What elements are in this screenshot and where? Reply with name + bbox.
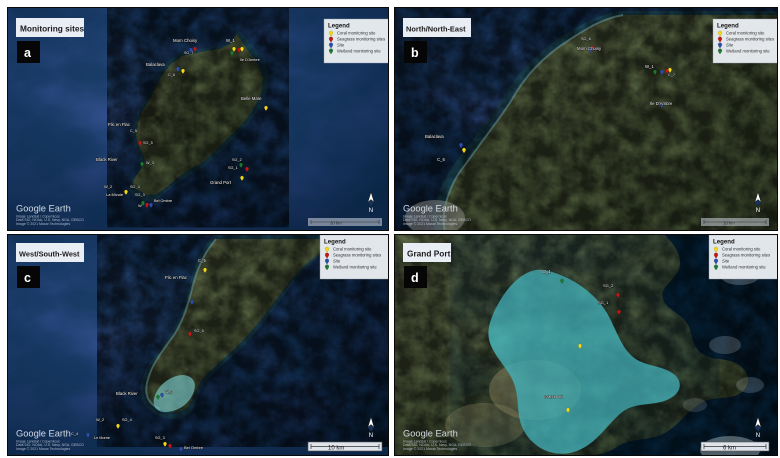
svg-text:Coral monitoring site: Coral monitoring site — [722, 247, 761, 252]
svg-text:Site: Site — [722, 258, 730, 263]
svg-text:C_5: C_5 — [130, 129, 137, 133]
svg-text:SG_2: SG_2 — [232, 158, 242, 162]
svg-text:Bel Ombre: Bel Ombre — [184, 445, 204, 450]
svg-text:Flic en Flac: Flic en Flac — [108, 122, 131, 127]
svg-text:C_5: C_5 — [198, 258, 206, 263]
svg-text:Image © 2021 Maxar Technologie: Image © 2021 Maxar Technologies — [403, 447, 457, 451]
svg-text:Balaclava: Balaclava — [146, 62, 165, 67]
svg-text:SG_1: SG_1 — [228, 166, 238, 170]
svg-text:Site: Site — [337, 42, 345, 47]
svg-text:Google Earth: Google Earth — [16, 204, 71, 214]
svg-text:C_7: C_7 — [668, 73, 675, 77]
svg-text:Legend: Legend — [328, 22, 350, 29]
svg-text:SG_7: SG_7 — [184, 51, 193, 55]
svg-text:SG_4: SG_4 — [122, 418, 132, 422]
svg-text:N: N — [369, 208, 373, 214]
svg-text:SG_2: SG_2 — [603, 283, 614, 288]
svg-text:SG_6: SG_6 — [581, 37, 591, 41]
svg-text:Morn Choisy: Morn Choisy — [173, 38, 198, 43]
svg-text:Grand Port: Grand Port — [210, 180, 232, 185]
svg-text:W_3: W_3 — [146, 161, 154, 165]
svg-text:Morn Choisy: Morn Choisy — [577, 46, 602, 51]
svg-text:W_2: W_2 — [96, 417, 105, 422]
svg-text:Image © 2021 Maxar Technologie: Image © 2021 Maxar Technologies — [16, 222, 70, 226]
svg-text:SG_3: SG_3 — [135, 193, 145, 197]
svg-text:Balaclava: Balaclava — [425, 134, 444, 139]
svg-text:SG_3: SG_3 — [155, 436, 165, 440]
svg-text:Seagrass monitoring sites: Seagrass monitoring sites — [726, 37, 774, 42]
svg-text:Coral monitoring site: Coral monitoring site — [333, 247, 372, 252]
svg-text:C_6: C_6 — [437, 157, 445, 162]
svg-text:Site: Site — [333, 258, 341, 263]
svg-text:Grand Port: Grand Port — [544, 395, 564, 399]
svg-text:Wetland monitoring site: Wetland monitoring site — [333, 264, 377, 269]
svg-text:N: N — [369, 433, 373, 439]
svg-text:Google Earth: Google Earth — [403, 429, 458, 439]
svg-text:Google Earth: Google Earth — [403, 204, 458, 214]
svg-text:Wetland monitoring site: Wetland monitoring site — [726, 48, 770, 53]
svg-text:30 km: 30 km — [330, 220, 342, 225]
svg-text:La Mivoie: La Mivoie — [106, 192, 124, 197]
svg-text:Legend: Legend — [717, 22, 739, 29]
svg-text:Le Morne: Le Morne — [94, 436, 110, 440]
svg-text:SG_1: SG_1 — [598, 300, 609, 305]
svg-text:Bel Ombre: Bel Ombre — [154, 199, 172, 203]
svg-text:c: c — [24, 271, 31, 285]
svg-text:a: a — [24, 46, 32, 60]
svg-text:Wetland monitoring site: Wetland monitoring site — [722, 264, 766, 269]
svg-text:W_1: W_1 — [645, 64, 654, 69]
svg-text:Belle Mare: Belle Mare — [241, 96, 262, 101]
svg-text:d: d — [411, 271, 419, 285]
svg-text:Seagrass monitoring sites: Seagrass monitoring sites — [337, 37, 385, 42]
svg-text:Image © 2021 Maxar Technologie: Image © 2021 Maxar Technologies — [16, 447, 70, 451]
svg-text:SG_5: SG_5 — [194, 329, 204, 333]
svg-text:West/South-West: West/South-West — [19, 250, 80, 259]
svg-text:Legend: Legend — [324, 238, 346, 245]
svg-text:C_4: C_4 — [71, 431, 79, 436]
svg-text:10 km: 10 km — [328, 446, 344, 452]
svg-text:C_6: C_6 — [168, 73, 175, 77]
svg-text:Wetland monitoring site: Wetland monitoring site — [337, 48, 381, 53]
svg-text:Ile D'Ambre: Ile D'Ambre — [240, 58, 260, 62]
svg-text:Seagrass monitoring sites: Seagrass monitoring sites — [333, 253, 381, 258]
svg-text:W_2: W_2 — [104, 184, 113, 189]
svg-text:Site: Site — [726, 42, 734, 47]
svg-text:Google Earth: Google Earth — [16, 429, 71, 439]
svg-text:Coral monitoring site: Coral monitoring site — [726, 31, 765, 36]
svg-text:Legend: Legend — [713, 238, 735, 245]
svg-text:Monitoring sites: Monitoring sites — [20, 24, 84, 34]
svg-text:W: W — [138, 203, 142, 208]
svg-text:SG_5: SG_5 — [143, 141, 153, 145]
svg-text:Flic en Flac: Flic en Flac — [165, 275, 188, 280]
svg-text:W_3: W_3 — [165, 390, 173, 394]
svg-text:6 km: 6 km — [723, 446, 736, 452]
svg-text:Seagrass monitoring sites: Seagrass monitoring sites — [722, 253, 770, 258]
svg-text:b: b — [411, 46, 419, 60]
svg-text:W_1: W_1 — [542, 269, 551, 274]
svg-text:Grand Port: Grand Port — [407, 249, 451, 259]
svg-text:10 km: 10 km — [723, 220, 735, 225]
svg-text:W_1: W_1 — [226, 38, 235, 43]
svg-text:North/North-East: North/North-East — [406, 25, 466, 34]
svg-text:Ile D'Ambre: Ile D'Ambre — [650, 101, 673, 106]
svg-text:Black River: Black River — [116, 391, 138, 396]
svg-text:N: N — [756, 208, 760, 214]
svg-text:Image © 2021 Maxar Technologie: Image © 2021 Maxar Technologies — [403, 222, 457, 226]
svg-text:Coral monitoring site: Coral monitoring site — [337, 31, 376, 36]
svg-text:N: N — [756, 433, 760, 439]
svg-text:SG_4: SG_4 — [130, 185, 140, 189]
svg-text:Black River: Black River — [96, 157, 118, 162]
